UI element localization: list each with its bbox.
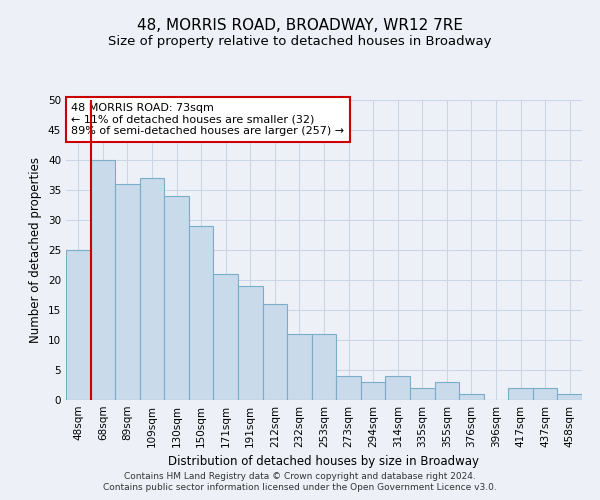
Bar <box>508 388 533 400</box>
Bar <box>312 334 336 400</box>
Bar <box>66 250 91 400</box>
Bar <box>287 334 312 400</box>
Bar <box>263 304 287 400</box>
Bar <box>164 196 189 400</box>
Bar <box>410 388 434 400</box>
Bar <box>336 376 361 400</box>
Bar <box>140 178 164 400</box>
Bar <box>459 394 484 400</box>
Bar <box>115 184 140 400</box>
X-axis label: Distribution of detached houses by size in Broadway: Distribution of detached houses by size … <box>169 456 479 468</box>
Y-axis label: Number of detached properties: Number of detached properties <box>29 157 43 343</box>
Bar <box>557 394 582 400</box>
Bar <box>91 160 115 400</box>
Bar <box>214 274 238 400</box>
Text: Size of property relative to detached houses in Broadway: Size of property relative to detached ho… <box>108 35 492 48</box>
Bar <box>361 382 385 400</box>
Text: Contains HM Land Registry data © Crown copyright and database right 2024.: Contains HM Land Registry data © Crown c… <box>124 472 476 481</box>
Bar <box>434 382 459 400</box>
Bar <box>533 388 557 400</box>
Bar <box>189 226 214 400</box>
Bar <box>385 376 410 400</box>
Text: 48 MORRIS ROAD: 73sqm
← 11% of detached houses are smaller (32)
89% of semi-deta: 48 MORRIS ROAD: 73sqm ← 11% of detached … <box>71 103 344 136</box>
Text: 48, MORRIS ROAD, BROADWAY, WR12 7RE: 48, MORRIS ROAD, BROADWAY, WR12 7RE <box>137 18 463 32</box>
Bar <box>238 286 263 400</box>
Text: Contains public sector information licensed under the Open Government Licence v3: Contains public sector information licen… <box>103 483 497 492</box>
